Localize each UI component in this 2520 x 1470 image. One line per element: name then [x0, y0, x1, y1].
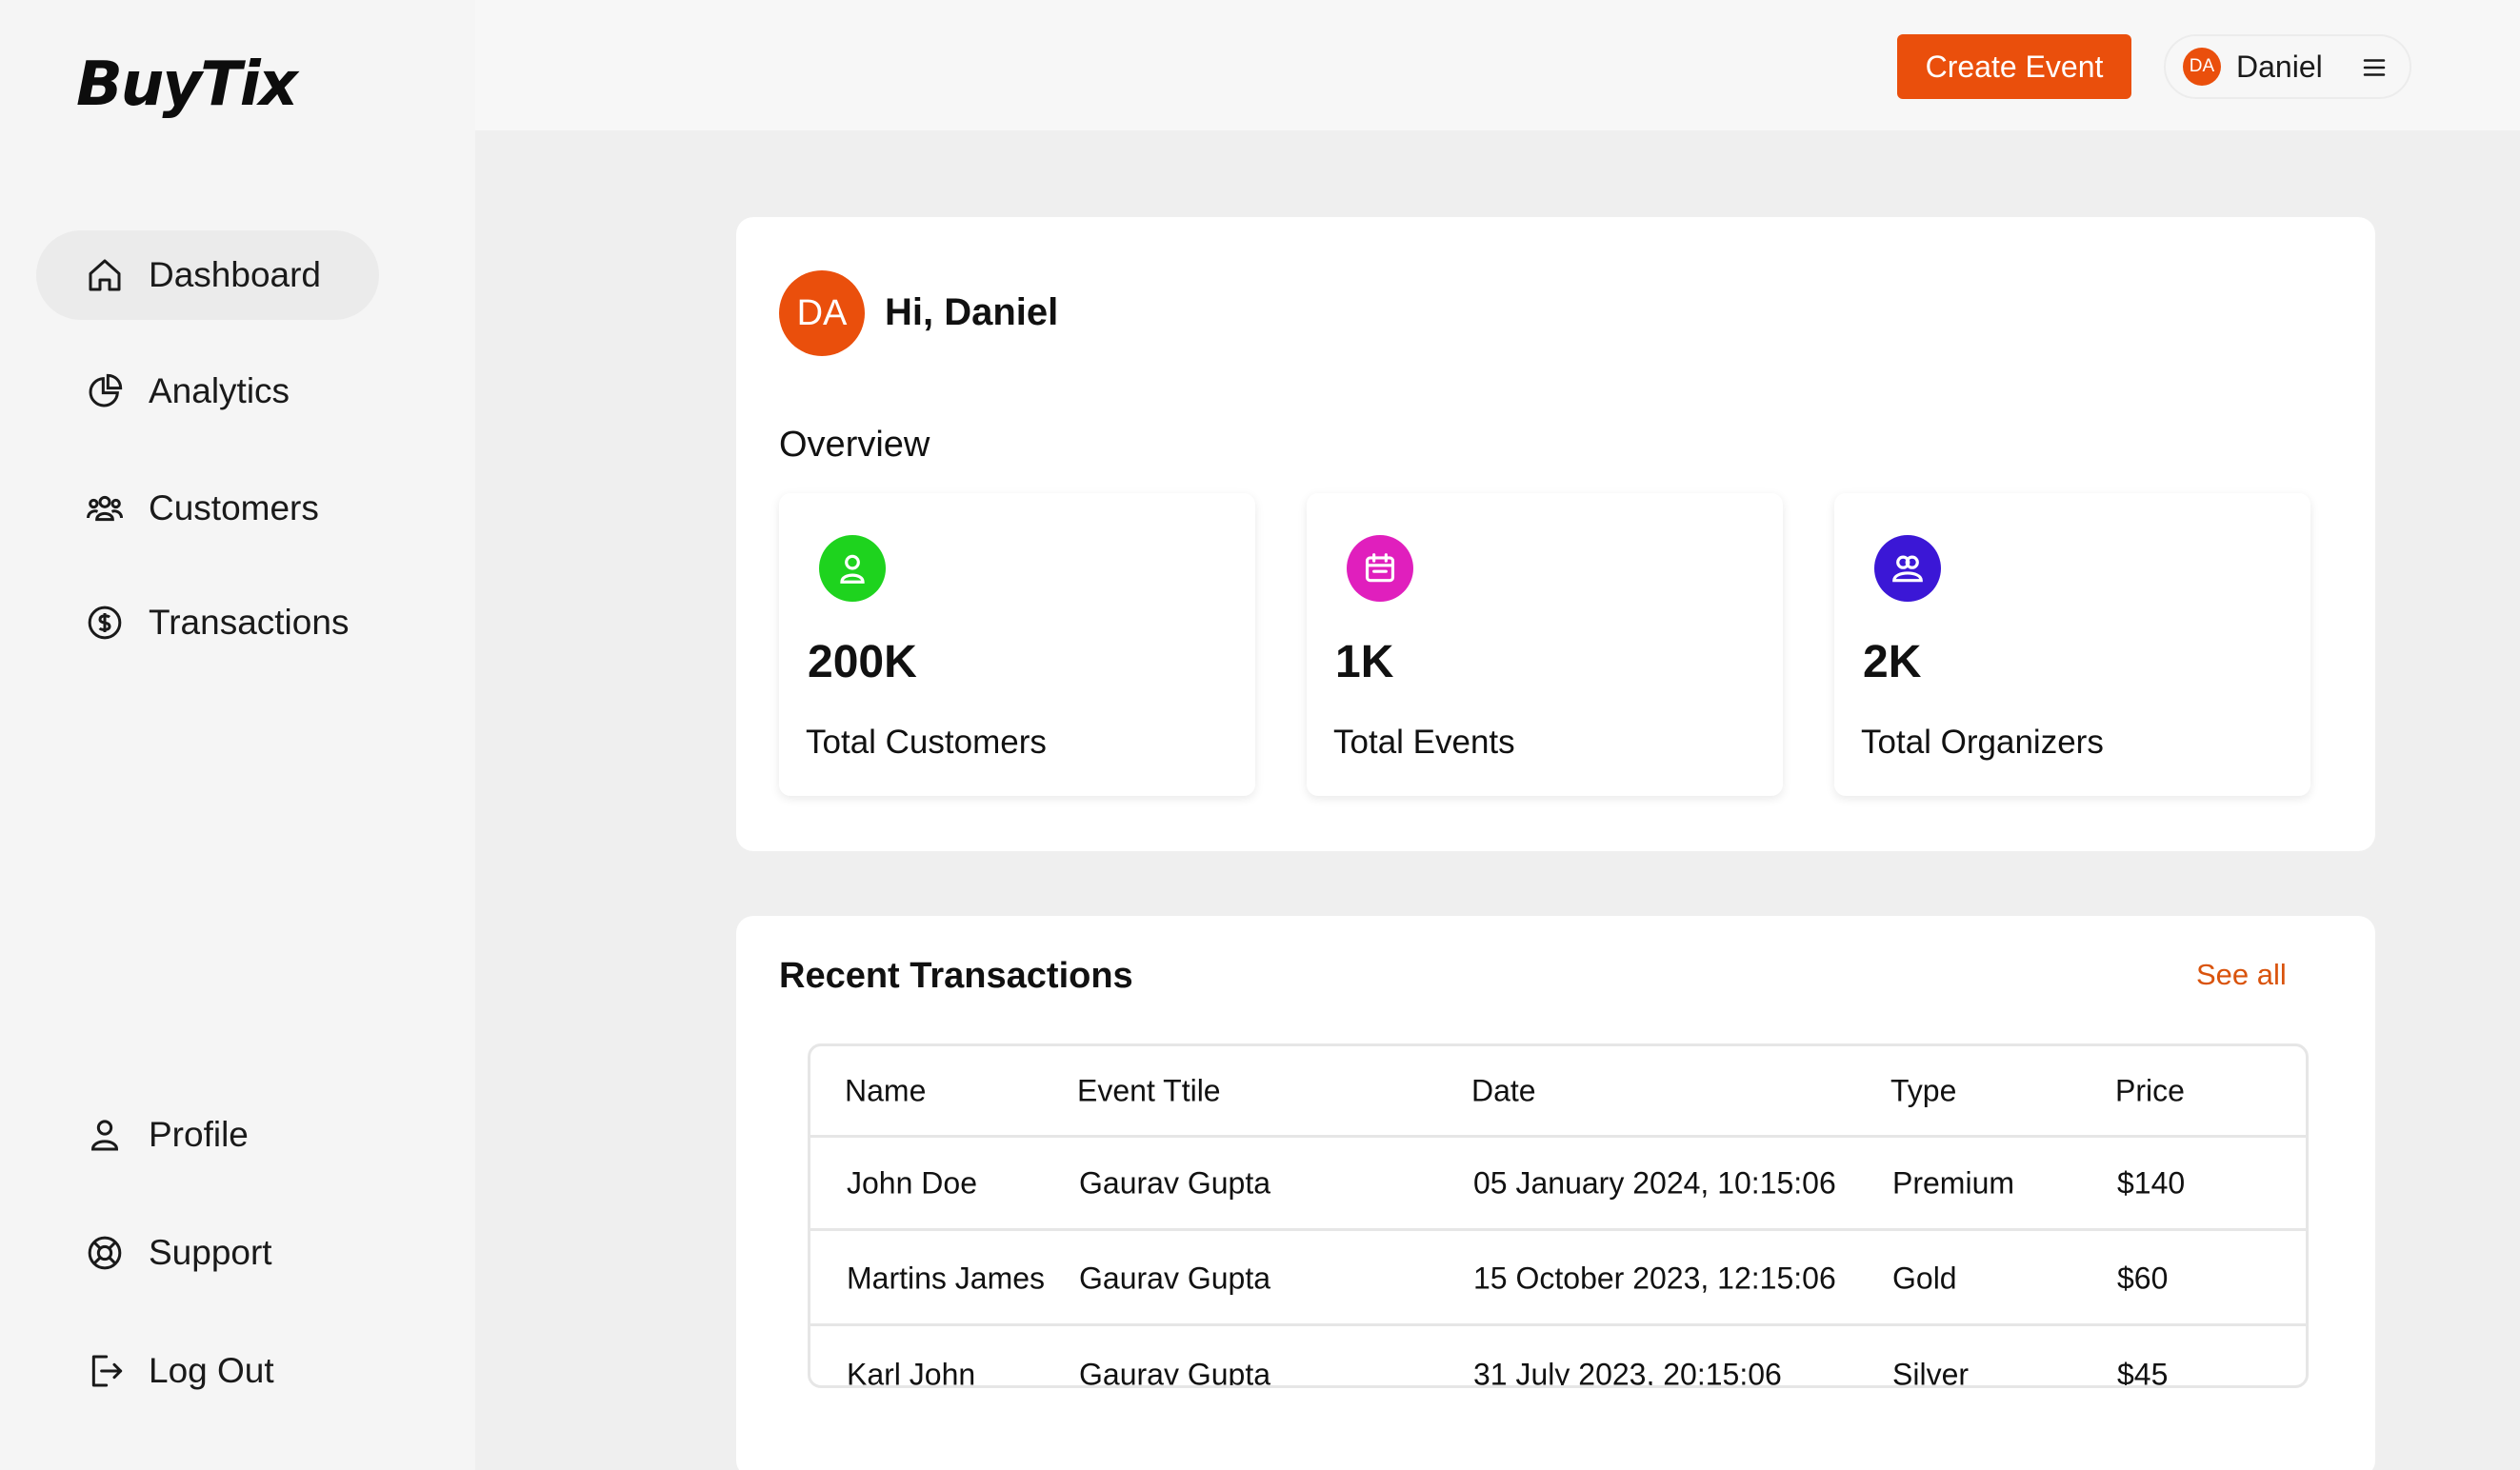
sidebar-item-label: Profile [149, 1115, 249, 1154]
stat-value: 2K [1863, 637, 1922, 687]
stat-value: 200K [808, 637, 917, 687]
sidebar-item-logout[interactable]: Log Out [36, 1326, 379, 1416]
cell-name: Martins James [847, 1261, 1046, 1295]
overview-title: Overview [779, 425, 930, 465]
stat-card-events[interactable]: 1K Total Events [1307, 493, 1783, 796]
sidebar-item-transactions[interactable]: Transactions [36, 578, 379, 667]
calendar-icon [1347, 535, 1413, 602]
sidebar-item-label: Analytics [149, 371, 290, 410]
cell-event-title: Gaurav Gupta [1079, 1357, 1270, 1388]
stat-card-customers[interactable]: 200K Total Customers [779, 493, 1255, 796]
sidebar-item-profile[interactable]: Profile [36, 1090, 379, 1180]
column-header[interactable]: Type [1890, 1073, 1957, 1107]
cell-type: Silver [1892, 1357, 1970, 1388]
column-header[interactable]: Date [1471, 1073, 1536, 1107]
column-header[interactable]: Event Ttile [1077, 1073, 1221, 1107]
cell-name: Karl John [847, 1357, 976, 1388]
sidebar-item-support[interactable]: Support [36, 1208, 379, 1298]
sidebar-item-label: Dashboard [149, 255, 322, 294]
transactions-card: Recent Transactions See all Name Event T… [736, 916, 2375, 1470]
table-row[interactable]: Martins James Gaurav Gupta 15 October 20… [810, 1233, 2306, 1326]
cell-type: Premium [1892, 1165, 2015, 1200]
sidebar-item-customers[interactable]: Customers [36, 464, 379, 553]
sidebar: BuyTix Dashboard Analytics Customers Tra… [0, 0, 475, 1470]
lifebuoy-icon [86, 1234, 124, 1272]
cell-price: $140 [2117, 1165, 2186, 1200]
create-event-button[interactable]: Create Event [1897, 34, 2131, 99]
overview-card: DA Hi, Daniel Overview 200K Total Custom… [736, 217, 2375, 851]
person-icon [819, 535, 886, 602]
cell-price: $45 [2117, 1357, 2169, 1388]
sidebar-item-label: Support [149, 1233, 272, 1272]
cell-price: $60 [2117, 1261, 2169, 1295]
column-header[interactable]: Name [845, 1073, 927, 1107]
transactions-table: Name Event Ttile Date Type Price John Do… [808, 1043, 2309, 1388]
brand-logo[interactable]: BuyTix [76, 50, 298, 120]
home-icon [86, 256, 124, 294]
table-row[interactable]: John Doe Gaurav Gupta 05 January 2024, 1… [810, 1138, 2306, 1231]
section-title: Recent Transactions [779, 956, 1133, 996]
sidebar-item-label: Transactions [149, 603, 350, 642]
user-name: Daniel [2236, 49, 2323, 84]
stat-label: Total Events [1333, 724, 1515, 761]
greeting: Hi, Daniel [885, 291, 1059, 333]
cell-date: 31 July 2023, 20:15:06 [1473, 1357, 1782, 1388]
avatar: DA [2183, 48, 2221, 86]
group-icon [1874, 535, 1941, 602]
users-icon [86, 489, 124, 527]
cell-type: Gold [1892, 1261, 1957, 1295]
table-header: Name Event Ttile Date Type Price [810, 1046, 2306, 1138]
dollar-circle-icon [86, 604, 124, 642]
sidebar-item-label: Customers [149, 488, 319, 527]
column-header[interactable]: Price [2115, 1073, 2185, 1107]
see-all-link[interactable]: See all [2196, 958, 2287, 991]
user-menu[interactable]: DA Daniel [2164, 34, 2411, 99]
cell-name: John Doe [847, 1165, 977, 1200]
cell-date: 05 January 2024, 10:15:06 [1473, 1165, 1836, 1200]
sidebar-item-label: Log Out [149, 1351, 274, 1390]
stat-label: Total Customers [806, 724, 1047, 761]
logout-icon [86, 1352, 124, 1390]
cell-event-title: Gaurav Gupta [1079, 1165, 1270, 1200]
stat-label: Total Organizers [1861, 724, 2104, 761]
stat-value: 1K [1335, 637, 1394, 687]
avatar: DA [779, 270, 865, 356]
pie-chart-icon [86, 372, 124, 410]
table-row[interactable]: Karl John Gaurav Gupta 31 July 2023, 20:… [810, 1328, 2306, 1388]
sidebar-item-dashboard[interactable]: Dashboard [36, 230, 379, 320]
cell-event-title: Gaurav Gupta [1079, 1261, 1270, 1295]
hamburger-icon[interactable] [2360, 53, 2389, 82]
stat-card-organizers[interactable]: 2K Total Organizers [1834, 493, 2310, 796]
cell-date: 15 October 2023, 12:15:06 [1473, 1261, 1836, 1295]
user-icon [86, 1116, 124, 1154]
sidebar-item-analytics[interactable]: Analytics [36, 347, 379, 436]
